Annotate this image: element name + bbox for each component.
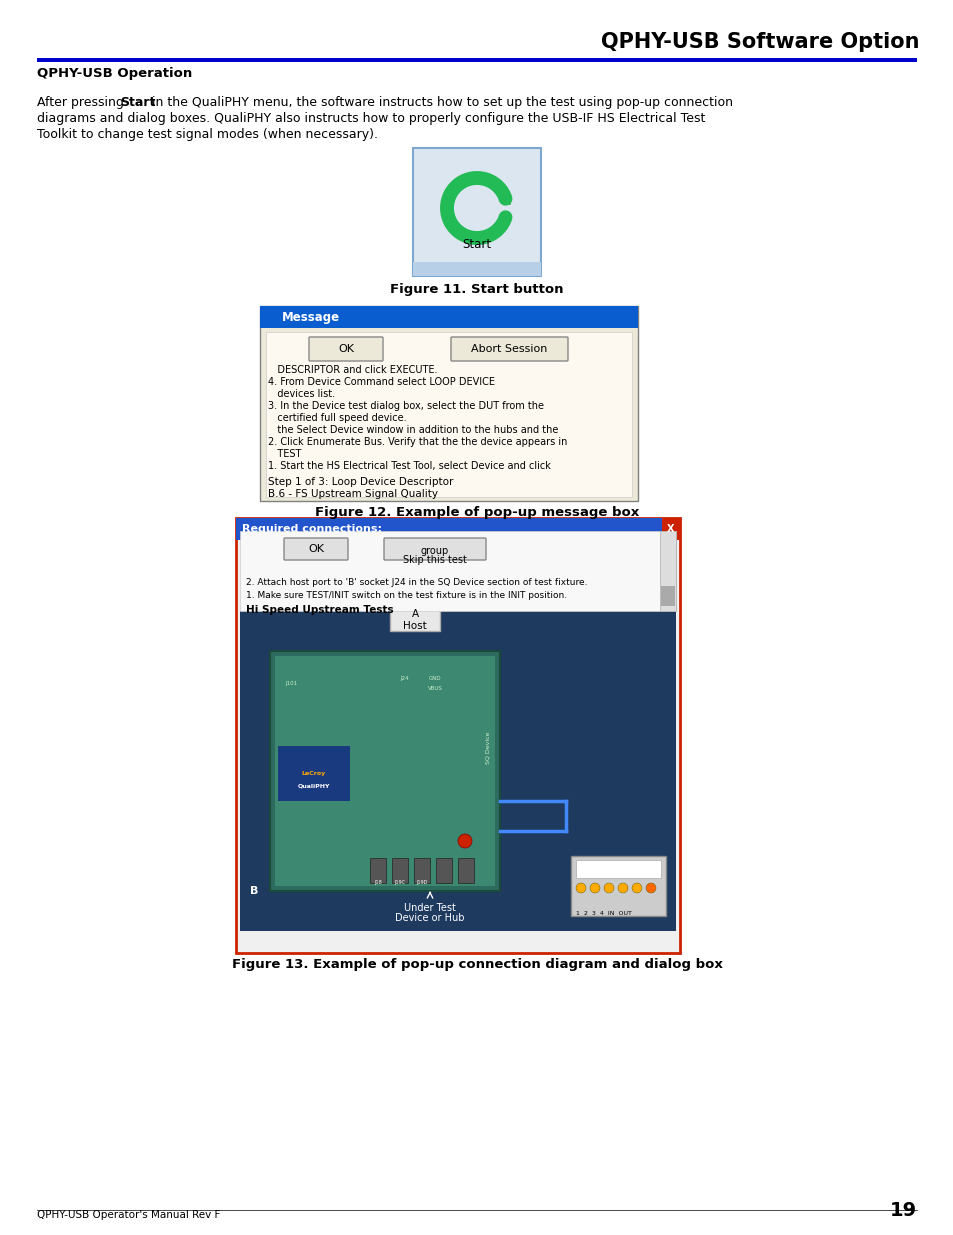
- Text: A: A: [411, 609, 418, 619]
- Text: J19D: J19D: [416, 881, 427, 885]
- Text: After pressing: After pressing: [37, 96, 128, 109]
- Text: Device or Hub: Device or Hub: [395, 913, 464, 923]
- Text: SQ Device: SQ Device: [485, 731, 490, 763]
- Bar: [413, 262, 540, 275]
- Text: 2. Attach host port to 'B' socket J24 in the SQ Device section of test fixture.: 2. Attach host port to 'B' socket J24 in…: [246, 578, 587, 587]
- FancyBboxPatch shape: [451, 337, 567, 361]
- Text: Message: Message: [282, 310, 340, 324]
- Bar: [413, 148, 540, 275]
- Circle shape: [457, 834, 472, 848]
- Bar: [436, 858, 452, 883]
- Bar: [260, 306, 638, 501]
- Circle shape: [576, 883, 585, 893]
- Text: Skip this test: Skip this test: [402, 555, 466, 564]
- Bar: [370, 858, 386, 883]
- FancyBboxPatch shape: [384, 538, 485, 559]
- Text: Toolkit to change test signal modes (when necessary).: Toolkit to change test signal modes (whe…: [37, 128, 377, 141]
- Bar: [571, 856, 665, 916]
- Bar: [457, 858, 474, 883]
- Text: DESCRIPTOR and click EXECUTE.: DESCRIPTOR and click EXECUTE.: [268, 366, 437, 375]
- Text: 19: 19: [889, 1200, 916, 1220]
- Text: Start: Start: [120, 96, 155, 109]
- Text: certified full speed device.: certified full speed device.: [268, 412, 406, 424]
- Text: Figure 12. Example of pop-up message box: Figure 12. Example of pop-up message box: [314, 506, 639, 519]
- Bar: [37, 58, 916, 62]
- Text: Figure 11. Start button: Figure 11. Start button: [390, 283, 563, 296]
- Text: diagrams and dialog boxes. QualiPHY also instructs how to properly configure the: diagrams and dialog boxes. QualiPHY also…: [37, 112, 704, 125]
- Text: B.6 - FS Upstream Signal Quality: B.6 - FS Upstream Signal Quality: [268, 489, 437, 499]
- FancyBboxPatch shape: [309, 337, 382, 361]
- Bar: [661, 517, 679, 540]
- Text: OK: OK: [308, 543, 324, 555]
- Text: J24: J24: [399, 676, 408, 680]
- FancyBboxPatch shape: [284, 538, 348, 559]
- Text: in the QualiPHY menu, the software instructs how to set up the test using pop-up: in the QualiPHY menu, the software instr…: [148, 96, 732, 109]
- Bar: [235, 517, 679, 953]
- Text: J101: J101: [285, 680, 296, 685]
- Text: 4. From Device Command select LOOP DEVICE: 4. From Device Command select LOOP DEVIC…: [268, 377, 495, 387]
- Circle shape: [618, 883, 627, 893]
- Bar: [270, 651, 499, 890]
- Bar: [240, 531, 676, 611]
- Text: X: X: [666, 524, 674, 534]
- Text: OK: OK: [337, 345, 354, 354]
- Text: QPHY-USB Operation: QPHY-USB Operation: [37, 67, 193, 80]
- Text: 2. Click Enumerate Bus. Verify that the the device appears in: 2. Click Enumerate Bus. Verify that the …: [268, 437, 567, 447]
- Text: Start: Start: [462, 238, 491, 251]
- Bar: [274, 656, 495, 885]
- Text: devices list.: devices list.: [268, 389, 335, 399]
- Text: 1. Make sure TEST/INIT switch on the test fixture is in the INIT position.: 1. Make sure TEST/INIT switch on the tes…: [246, 592, 566, 600]
- Text: B: B: [250, 885, 258, 897]
- Text: GND: GND: [428, 676, 441, 680]
- Bar: [390, 597, 439, 631]
- Text: TEST: TEST: [268, 450, 301, 459]
- Text: Abort Session: Abort Session: [471, 345, 547, 354]
- Circle shape: [589, 883, 599, 893]
- Text: the Select Device window in addition to the hubs and the: the Select Device window in addition to …: [268, 425, 558, 435]
- Bar: [659, 531, 676, 611]
- Text: VBUS: VBUS: [427, 685, 442, 692]
- Text: Host: Host: [403, 621, 426, 631]
- Text: 1  2  3  4  IN  OUT: 1 2 3 4 IN OUT: [576, 911, 631, 916]
- Bar: [392, 858, 408, 883]
- Text: Hi Speed Upstream Tests: Hi Speed Upstream Tests: [246, 605, 394, 615]
- Text: LeCroy: LeCroy: [301, 771, 326, 776]
- Bar: [240, 611, 676, 931]
- Polygon shape: [456, 188, 497, 228]
- Bar: [260, 306, 638, 329]
- Bar: [235, 517, 679, 540]
- Bar: [266, 332, 631, 496]
- Text: 3. In the Device test dialog box, select the DUT from the: 3. In the Device test dialog box, select…: [268, 401, 543, 411]
- Bar: [277, 746, 350, 802]
- Text: Under Test: Under Test: [404, 903, 456, 913]
- Text: Required connections:: Required connections:: [242, 524, 381, 534]
- Text: J19C: J19C: [395, 881, 405, 885]
- Circle shape: [631, 883, 641, 893]
- Text: group: group: [420, 546, 449, 556]
- Text: QPHY-USB Operator's Manual Rev F: QPHY-USB Operator's Manual Rev F: [37, 1210, 220, 1220]
- Bar: [660, 585, 675, 606]
- Text: Step 1 of 3: Loop Device Descriptor: Step 1 of 3: Loop Device Descriptor: [268, 477, 453, 487]
- Text: QPHY-USB Software Option: QPHY-USB Software Option: [601, 32, 919, 52]
- Bar: [414, 858, 430, 883]
- Text: Figure 13. Example of pop-up connection diagram and dialog box: Figure 13. Example of pop-up connection …: [232, 958, 721, 971]
- Text: 1. Start the HS Electrical Test Tool, select Device and click: 1. Start the HS Electrical Test Tool, se…: [268, 461, 550, 471]
- Text: QualiPHY: QualiPHY: [297, 783, 330, 788]
- Circle shape: [603, 883, 614, 893]
- Text: J18: J18: [374, 881, 381, 885]
- Circle shape: [645, 883, 656, 893]
- Bar: [576, 860, 660, 878]
